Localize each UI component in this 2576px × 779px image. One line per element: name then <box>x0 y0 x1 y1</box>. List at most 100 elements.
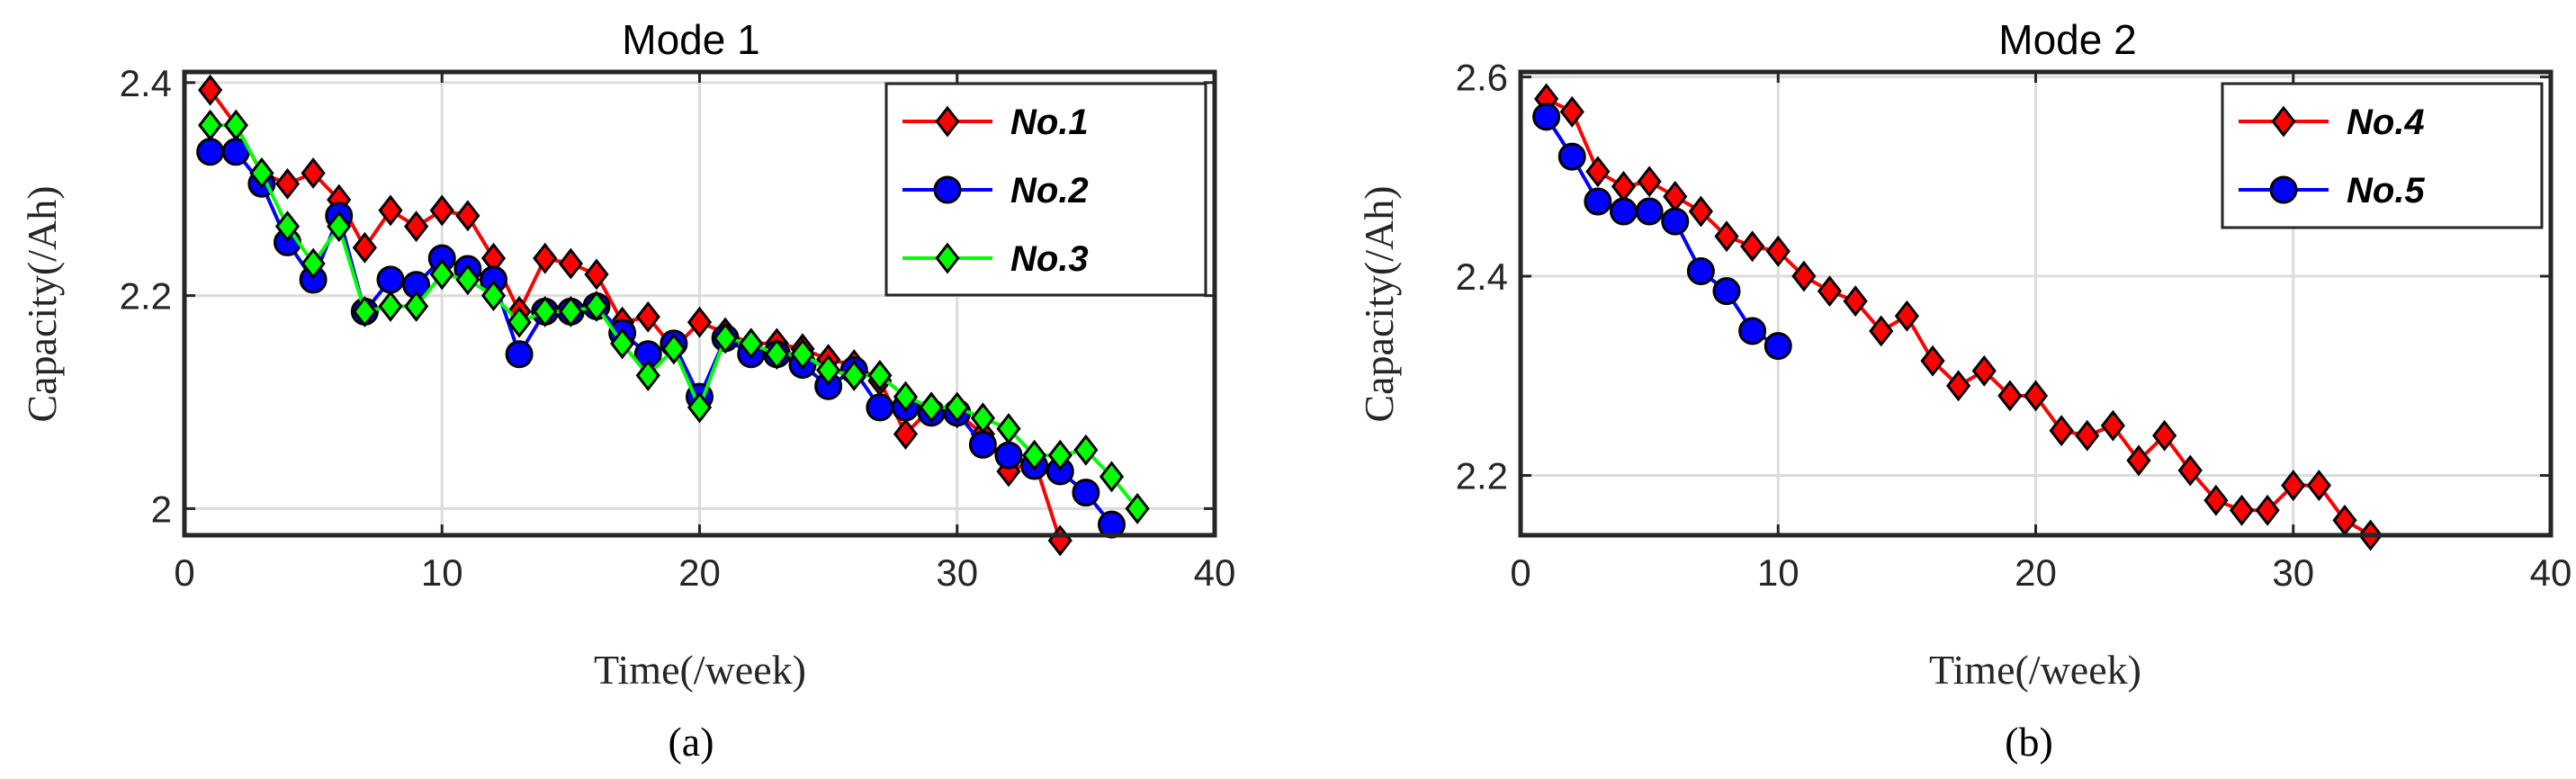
legend-marker <box>935 242 960 274</box>
data-point <box>1688 195 1713 228</box>
plot-area <box>196 74 1150 557</box>
legend-label: No.1 <box>1010 103 1089 142</box>
legend-label: No.5 <box>2347 171 2425 210</box>
data-point <box>1764 332 1792 361</box>
data-point <box>2281 470 2306 502</box>
data-point <box>274 167 301 200</box>
data-point <box>1637 166 1662 198</box>
data-point <box>994 441 1023 470</box>
x-tick-label: 20 <box>2015 551 2057 594</box>
data-point <box>1557 142 1586 171</box>
data-point <box>661 333 687 365</box>
data-point <box>584 258 609 291</box>
legend-marker <box>2271 105 2296 138</box>
legend-marker <box>2269 175 2298 204</box>
data-point <box>301 157 326 189</box>
data-point <box>1740 230 1765 263</box>
data-point <box>1611 170 1637 202</box>
data-point <box>1843 285 1868 318</box>
data-point <box>429 194 454 227</box>
data-point <box>1661 207 1690 236</box>
data-point <box>533 295 558 327</box>
chart-title: Mode 1 <box>622 16 759 63</box>
data-point <box>352 231 377 264</box>
series-no4 <box>1534 83 2383 551</box>
x-axis-label: Time(/week) <box>1929 647 2141 693</box>
data-point <box>945 391 970 424</box>
legend-marker <box>933 175 962 204</box>
data-point <box>1791 260 1817 292</box>
data-point <box>739 327 764 360</box>
data-point <box>376 265 405 294</box>
data-point <box>713 322 738 354</box>
legend-entry: No.1 <box>902 103 1089 142</box>
data-point <box>687 306 713 338</box>
data-point <box>558 247 583 280</box>
data-point <box>274 210 301 243</box>
data-point <box>505 340 534 369</box>
legend-label: No.3 <box>1010 239 1089 279</box>
data-point <box>816 354 841 386</box>
data-point <box>2023 380 2049 412</box>
data-point <box>455 264 480 296</box>
data-point <box>249 157 274 189</box>
data-point <box>1099 461 1125 493</box>
data-point <box>1997 380 2023 412</box>
y-tick-label: 2.2 <box>1456 455 1508 497</box>
data-point <box>1894 300 1919 332</box>
data-point <box>968 430 997 459</box>
data-point <box>2049 415 2074 447</box>
data-point <box>1559 95 1584 128</box>
x-tick-label: 20 <box>678 551 721 594</box>
y-tick-label: 2.6 <box>1456 57 1508 99</box>
data-point <box>1738 317 1767 345</box>
y-tick-label: 2.2 <box>120 275 172 318</box>
x-axis-label: Time(/week) <box>594 647 806 693</box>
data-point <box>2306 470 2331 502</box>
data-point <box>1712 277 1741 306</box>
data-point <box>2126 444 2151 477</box>
y-tick-label: 2 <box>151 488 172 530</box>
data-point <box>327 210 352 243</box>
data-point <box>429 258 454 291</box>
data-point <box>352 295 377 327</box>
data-point <box>893 381 919 413</box>
data-point <box>196 138 225 166</box>
data-point <box>2100 409 2125 442</box>
y-axis-label: Capacity(/Ah) <box>1356 185 1402 422</box>
data-point <box>404 291 429 322</box>
data-point <box>378 194 403 227</box>
data-point <box>301 247 326 280</box>
data-point <box>1663 181 1688 212</box>
legend-entry: No.2 <box>902 171 1089 210</box>
data-point <box>1125 492 1150 524</box>
data-point <box>2075 419 2100 452</box>
data-point <box>2204 484 2229 516</box>
y-tick-label: 2.4 <box>120 62 172 104</box>
data-point <box>223 109 248 141</box>
legend: No.1 No.2 No.3 <box>884 82 1207 297</box>
data-point <box>1047 439 1073 471</box>
data-point <box>1610 197 1638 226</box>
data-point <box>198 109 223 141</box>
chart-panel-a: Mode 1 0 10 20 30 40 2 2.2 2.4 Time(/week) Capa… <box>19 16 1235 765</box>
data-point <box>841 359 866 391</box>
y-tick-label: 2.4 <box>1456 255 1508 298</box>
x-tick-label: 30 <box>2272 551 2314 594</box>
data-point <box>970 402 995 434</box>
data-point <box>2229 494 2255 526</box>
legend: No.4 No.5 <box>2221 82 2544 229</box>
data-point <box>1817 275 1843 308</box>
data-point <box>893 418 919 450</box>
data-point <box>2255 494 2280 526</box>
data-point <box>790 338 815 371</box>
data-point <box>2152 419 2177 452</box>
legend-label: No.2 <box>1010 171 1089 210</box>
data-point <box>1920 345 1945 377</box>
data-point <box>533 242 558 274</box>
chart-panel-b: Mode 2 0 10 20 30 40 2.2 2.4 2.6 Time(/week) Ca… <box>1356 16 2572 765</box>
plot-area <box>1532 83 2383 551</box>
data-point <box>1532 103 1561 131</box>
data-point <box>480 280 507 312</box>
series-no5 <box>1532 103 1792 361</box>
